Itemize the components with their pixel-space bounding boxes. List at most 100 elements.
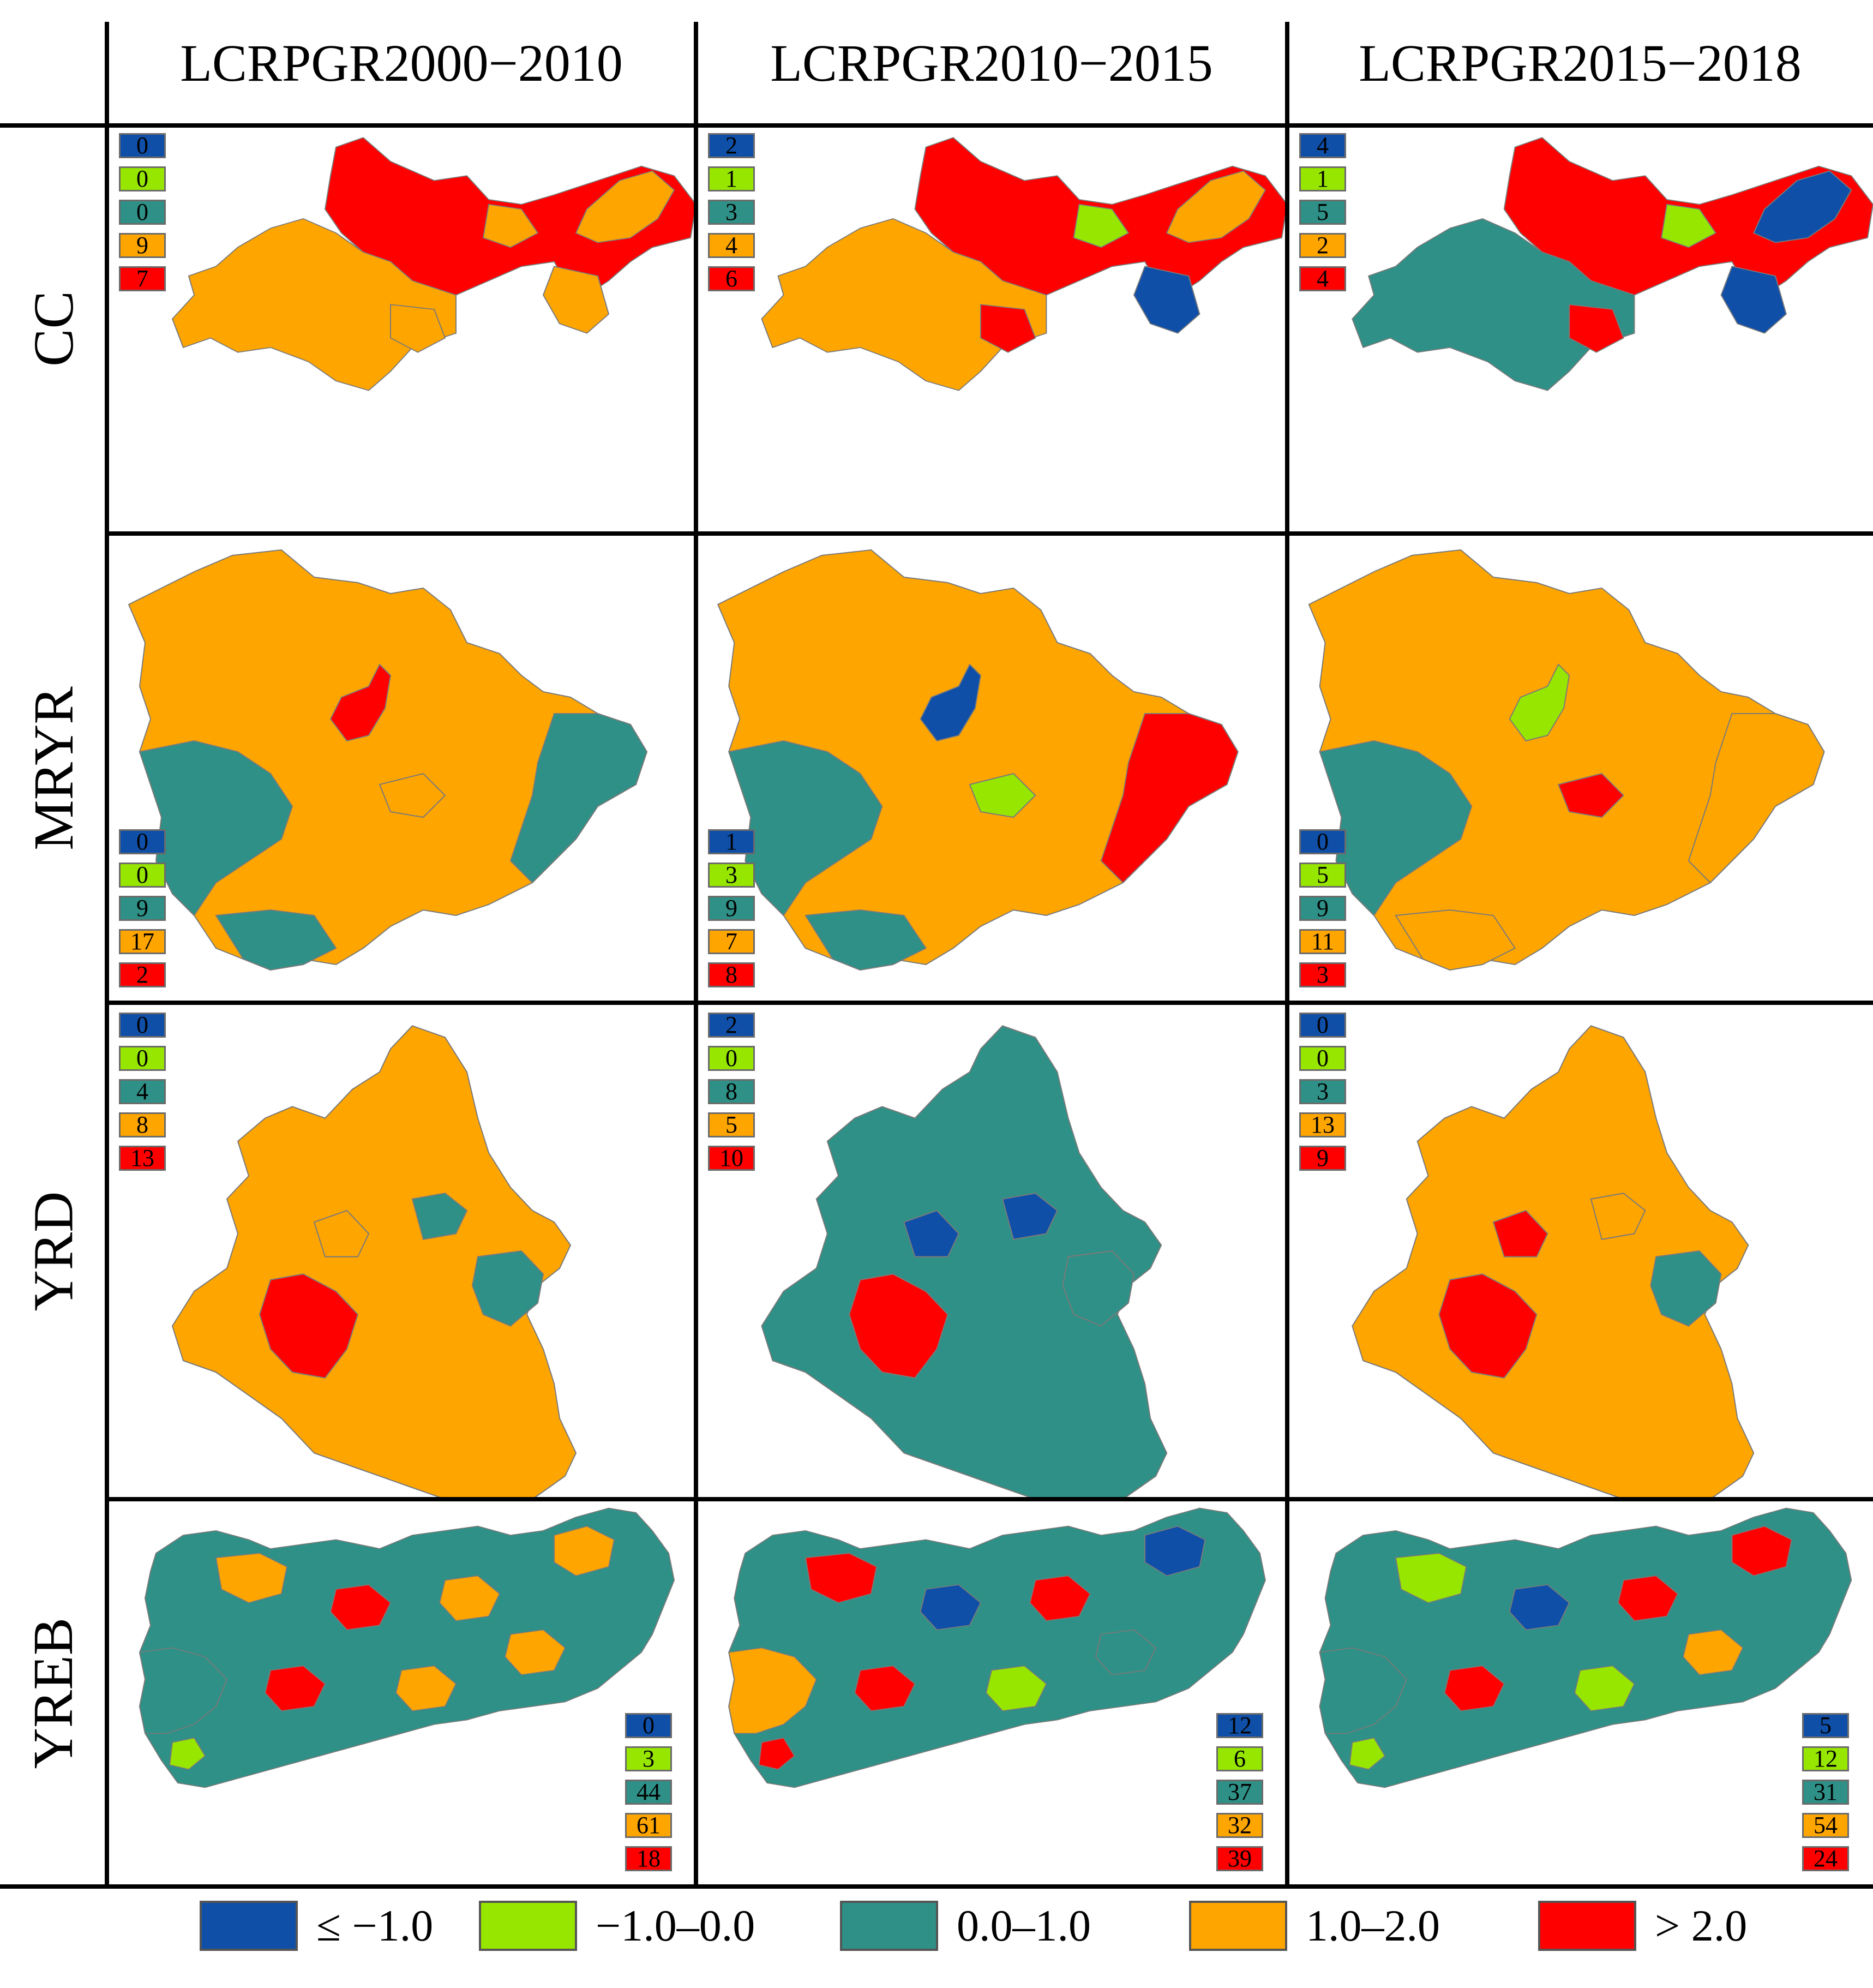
map-panel: 0 0 3 13 9 [1287, 1003, 1873, 1499]
class-count: 0 [119, 863, 166, 888]
legend-label: > 2.0 [1655, 1901, 1748, 1950]
class-counts: 0 0 0 9 7 [119, 133, 166, 300]
map-region [471, 1250, 544, 1327]
class-counts: 0 0 9 17 2 [119, 829, 166, 996]
class-counts: 0 0 3 13 9 [1299, 1013, 1346, 1179]
class-count: 2 [1299, 233, 1346, 258]
class-count: 8 [119, 1112, 166, 1137]
class-count: 5 [1299, 863, 1346, 888]
map-region [329, 663, 392, 742]
class-count: 54 [1802, 1813, 1849, 1838]
class-count: 0 [119, 200, 166, 225]
map-region [1438, 1273, 1538, 1379]
map-region [264, 1665, 326, 1711]
class-count: 6 [708, 266, 755, 291]
map-region [329, 1584, 392, 1631]
class-count: 11 [1299, 929, 1346, 954]
grid-line [107, 1497, 1873, 1501]
map-region [1349, 1737, 1386, 1770]
map-region [1492, 1209, 1548, 1258]
region-map [1352, 1025, 1755, 1499]
class-count: 24 [1802, 1846, 1849, 1871]
map-region [1144, 1525, 1206, 1577]
legend-label: 1.0–2.0 [1306, 1901, 1440, 1950]
class-count: 3 [625, 1746, 672, 1771]
legend-item: −1.0–0.0 [479, 1899, 755, 1953]
class-count: 5 [1299, 200, 1346, 225]
map-region [805, 1553, 878, 1603]
map-region [139, 740, 293, 917]
map-region [1444, 1665, 1505, 1711]
map-region [1574, 1665, 1635, 1711]
region-map [1352, 137, 1873, 391]
class-count: 10 [708, 1146, 755, 1171]
class-counts: 2 0 8 5 10 [708, 1013, 755, 1179]
region-map [728, 1507, 1266, 1788]
class-count: 4 [1299, 133, 1346, 158]
map-region [1752, 170, 1852, 243]
map-panel: 5 12 31 54 24 [1287, 1499, 1873, 1887]
region-map [1319, 1507, 1852, 1788]
region-map [139, 1507, 675, 1788]
grid-line [107, 531, 1873, 536]
map-region [1133, 266, 1200, 334]
class-count: 4 [119, 1079, 166, 1104]
legend-label: 0.0–1.0 [957, 1901, 1091, 1950]
class-count: 9 [1299, 1146, 1346, 1171]
map-region [509, 713, 648, 884]
class-count: 3 [708, 863, 755, 888]
map-panel: 12 6 37 32 39 [696, 1499, 1287, 1887]
class-count: 0 [119, 133, 166, 158]
map-region [1650, 1250, 1722, 1327]
class-count: 44 [625, 1780, 672, 1805]
class-counts: 0 5 9 11 3 [1299, 829, 1346, 996]
class-count: 18 [625, 1846, 672, 1871]
map-panel: 0 3 44 61 18 [107, 1499, 696, 1887]
map-region [542, 266, 610, 334]
map-region [482, 203, 539, 248]
class-count: 9 [1299, 896, 1346, 921]
map-region [259, 1273, 359, 1379]
class-count: 4 [1299, 266, 1346, 291]
map-region [1352, 218, 1635, 391]
class-counts: 0 0 4 8 13 [119, 1013, 166, 1179]
class-count: 5 [708, 1112, 755, 1137]
map-region [171, 1025, 577, 1499]
class-count: 12 [1216, 1713, 1263, 1738]
region-map [717, 549, 1239, 971]
column-header: LCRPGR2015−2018 [1359, 33, 1802, 92]
region-map [1308, 549, 1825, 971]
class-count: 1 [1299, 166, 1346, 191]
class-count: 2 [119, 962, 166, 987]
class-count: 61 [625, 1813, 672, 1838]
legend-item: ≤ −1.0 [200, 1899, 433, 1953]
row-header-label: YRD [22, 1191, 85, 1311]
map-region [439, 1575, 501, 1621]
legend-label: ≤ −1.0 [316, 1901, 434, 1950]
map-region [761, 218, 1047, 391]
map-region [985, 1665, 1047, 1711]
map-region [1731, 1525, 1792, 1577]
map-region [1509, 663, 1570, 742]
map-region [903, 1209, 959, 1258]
map-region [1395, 1553, 1467, 1603]
class-count: 0 [1299, 829, 1346, 854]
map-region [1720, 266, 1787, 334]
class-count: 4 [708, 233, 755, 258]
map-region [969, 773, 1036, 818]
class-count: 0 [119, 1013, 166, 1038]
class-counts: 2 1 3 4 6 [708, 133, 755, 300]
class-count: 2 [708, 1013, 755, 1038]
class-count: 37 [1216, 1780, 1263, 1805]
map-region [504, 1629, 566, 1675]
grid-line [105, 22, 109, 1887]
class-count: 31 [1802, 1780, 1849, 1805]
class-counts: 4 1 5 2 4 [1299, 133, 1346, 300]
map-region [1319, 1647, 1407, 1734]
map-region [169, 1737, 206, 1770]
legend-swatch [840, 1901, 938, 1951]
class-count: 1 [708, 166, 755, 191]
row-header: YRD [0, 1003, 107, 1499]
class-count: 9 [119, 233, 166, 258]
